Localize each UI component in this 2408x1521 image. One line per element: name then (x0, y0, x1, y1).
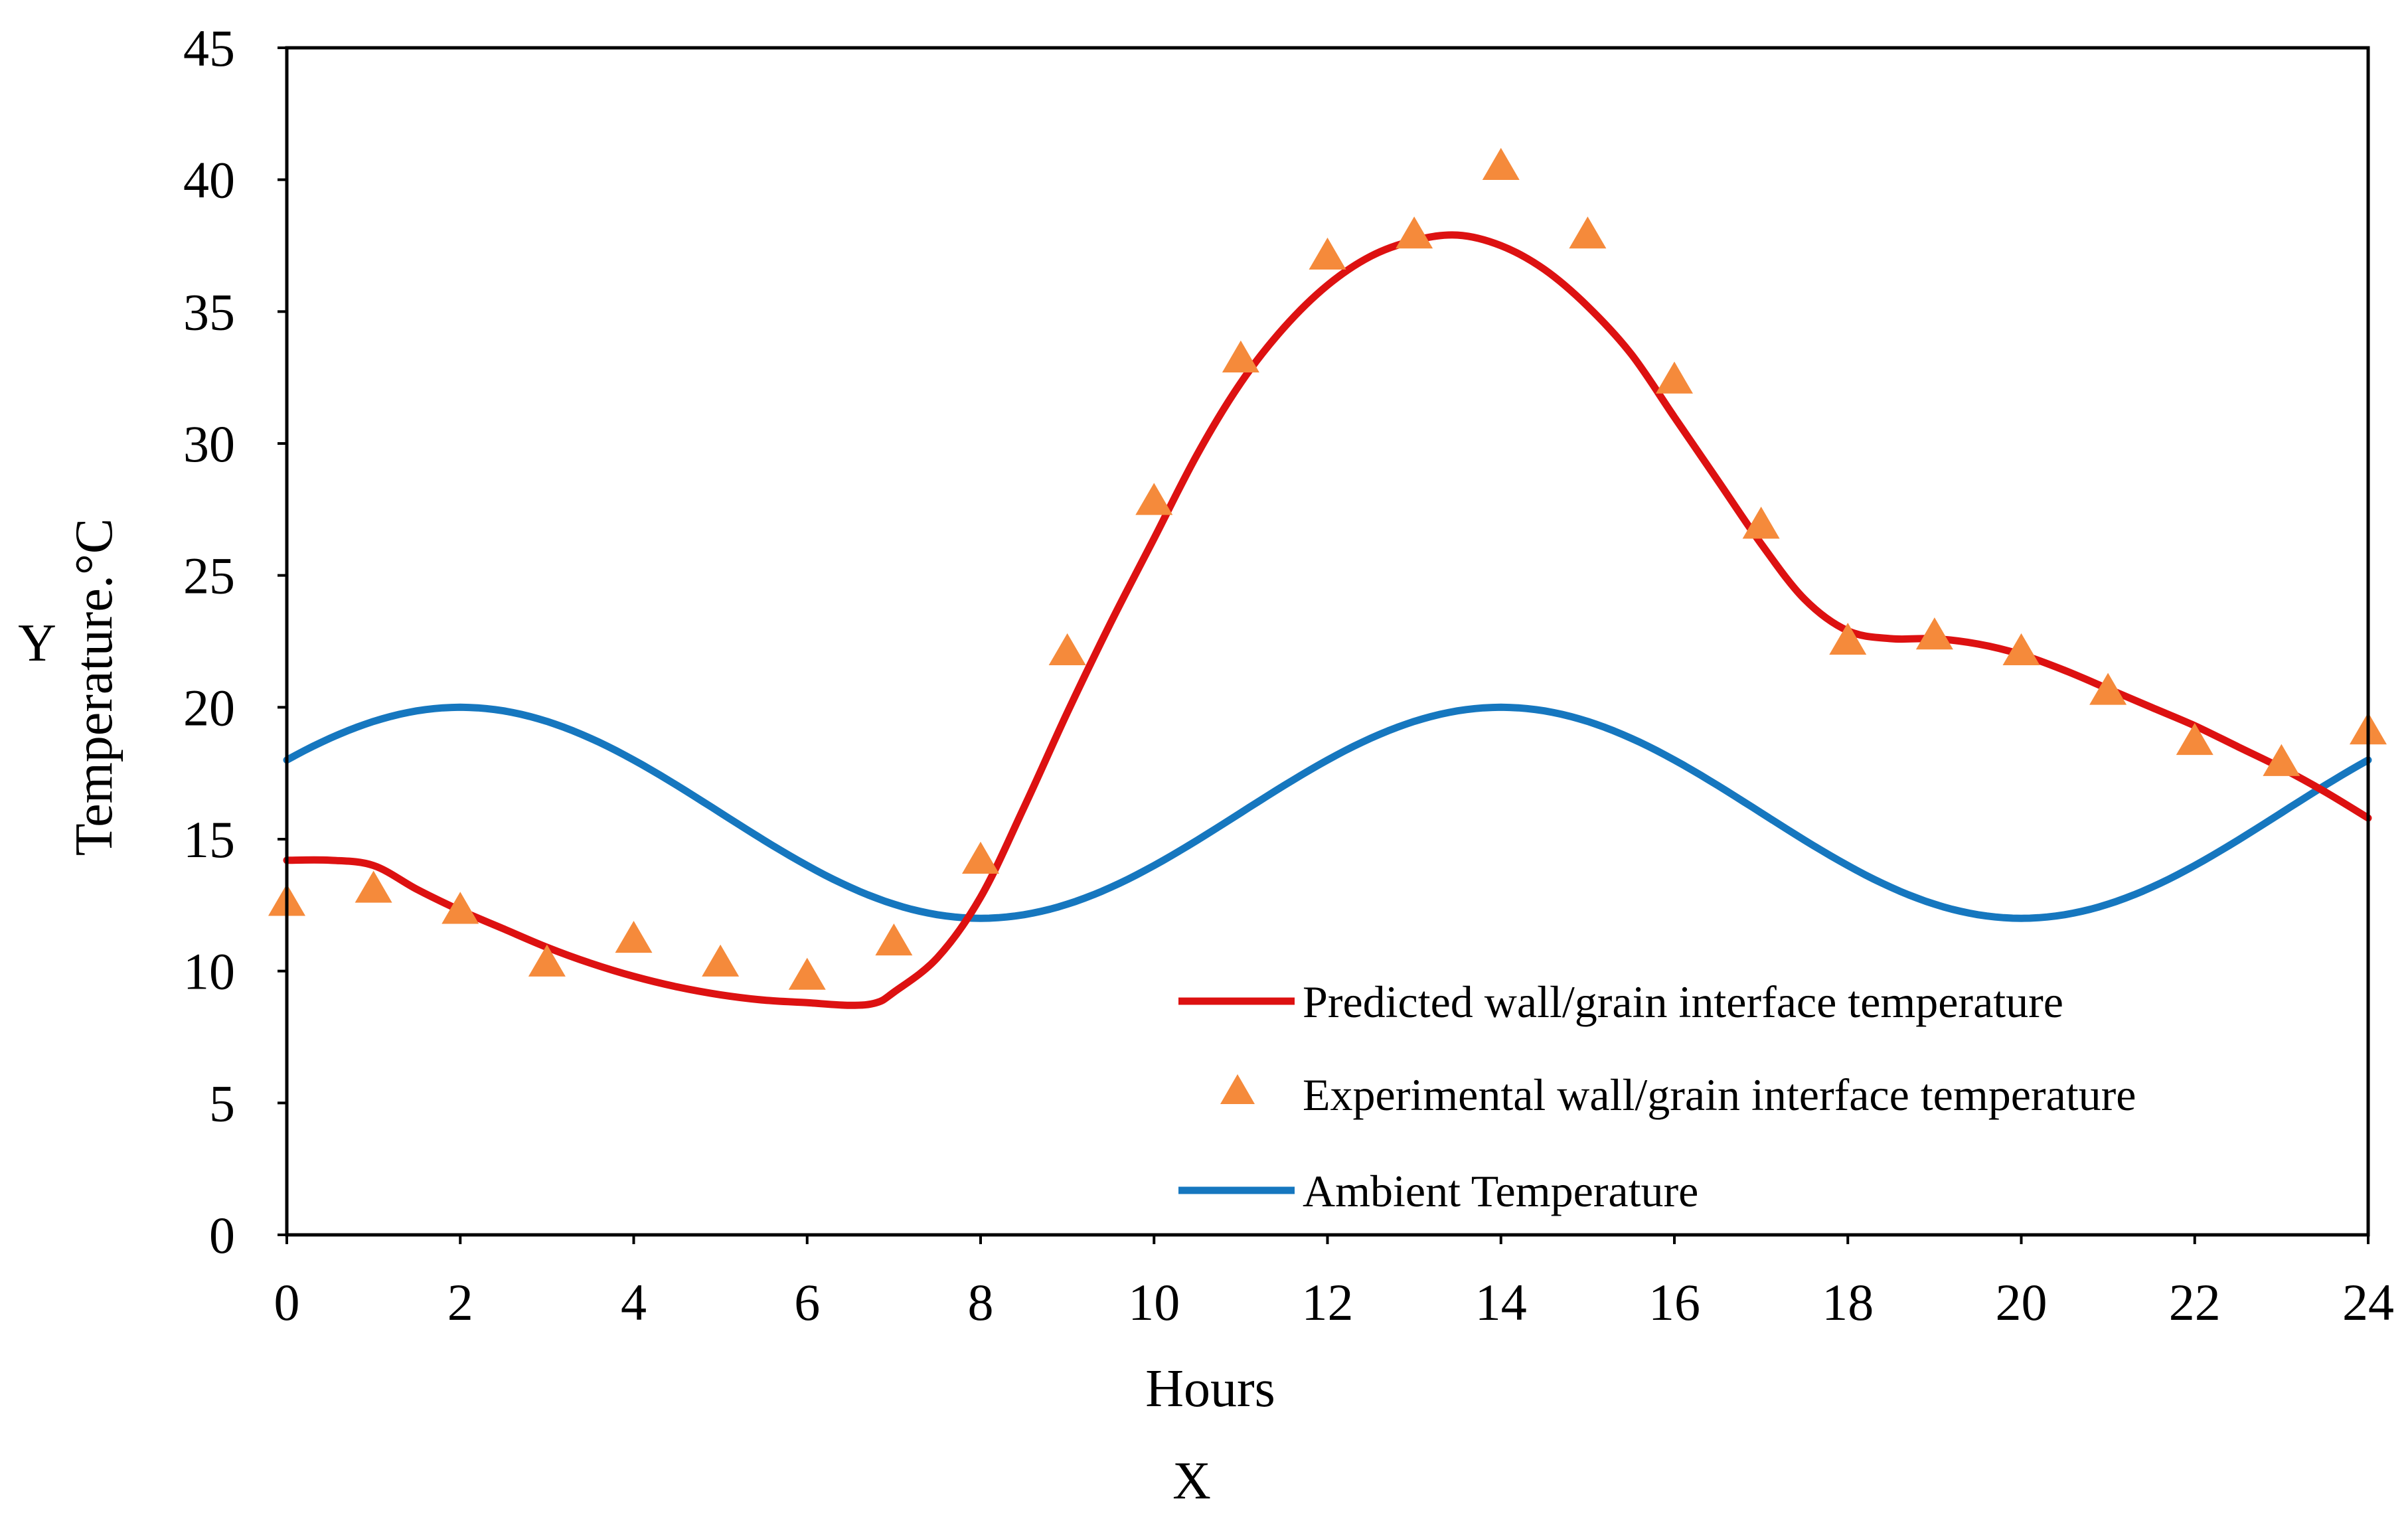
experimental-point (1742, 507, 1780, 539)
x-tick-label: 24 (2342, 1273, 2394, 1331)
experimental-point (615, 920, 653, 953)
experimental-point (1656, 361, 1693, 394)
experimental-point (2263, 744, 2300, 776)
x-tick-label: 16 (1648, 1273, 1700, 1331)
x-tick-label: 12 (1302, 1273, 1354, 1331)
y-tick-label: 5 (209, 1074, 235, 1132)
experimental-point (1396, 216, 1433, 249)
experimental-point (1915, 617, 1953, 650)
experimental-point (1569, 216, 1607, 249)
y-tick-label: 0 (209, 1206, 235, 1264)
experimental-point (441, 892, 479, 924)
x-tick-label: 20 (1996, 1273, 2047, 1331)
experimental-point (702, 944, 740, 977)
y-tick-label: 45 (183, 19, 235, 77)
series-line-ambient-temperature (283, 703, 2372, 922)
experimental-point (1309, 237, 1346, 270)
experimental-point (1048, 633, 1086, 666)
legend-label-predicted: Predicted wall/grain interface temperatu… (1303, 977, 2063, 1027)
x-tick-label: 22 (2169, 1273, 2221, 1331)
series-line-predicted-temperature (283, 231, 2372, 1009)
y-tick-label: 15 (183, 811, 235, 868)
x-tick-label: 14 (1475, 1273, 1527, 1331)
experimental-point (1482, 147, 1520, 180)
experimental-point (875, 923, 913, 956)
x-axis-ticks: 0 2 4 6 8 10 12 14 16 18 20 22 24 (274, 1235, 2394, 1331)
experimental-point (355, 870, 392, 903)
legend-label-experimental: Experimental wall/grain interface temper… (1303, 1070, 2136, 1120)
y-tick-label: 10 (183, 943, 235, 1001)
x-tick-label: 18 (1822, 1273, 1874, 1331)
y-tick-label: 35 (183, 283, 235, 341)
x-tick-label: 8 (968, 1273, 994, 1331)
experimental-point (1135, 483, 1173, 515)
plot-frame (285, 46, 2370, 1237)
series-layer (268, 147, 2387, 1009)
legend: Predicted wall/grain interface temperatu… (1178, 977, 2136, 1216)
y-tick-label: 20 (183, 679, 235, 736)
experimental-point (2176, 722, 2213, 756)
x-tick-label: 6 (794, 1273, 820, 1331)
y-axis-title: Temperature.°C (65, 519, 123, 856)
y-tick-label: 30 (183, 415, 235, 473)
legend-label-ambient: Ambient Temperature (1303, 1166, 1698, 1216)
experimental-point (2089, 673, 2127, 705)
x-axis-title: Hours (1145, 1360, 1275, 1418)
x-tick-label: 2 (447, 1273, 473, 1331)
x-tick-label: 10 (1128, 1273, 1180, 1331)
y-axis-letter: Y (18, 614, 56, 673)
legend-swatch-experimental (1220, 1074, 1255, 1104)
y-tick-label: 25 (183, 547, 235, 605)
x-axis-letter: X (1172, 1452, 1211, 1510)
experimental-point (528, 944, 566, 977)
y-tick-label: 40 (183, 151, 235, 209)
x-tick-label: 0 (274, 1273, 300, 1331)
experimental-point (1829, 623, 1867, 655)
experimental-point (788, 957, 826, 990)
x-tick-label: 4 (621, 1273, 647, 1331)
experimental-point (2002, 633, 2040, 666)
y-axis-ticks: 0 5 10 15 20 25 30 35 40 45 (183, 19, 287, 1264)
experimental-point (962, 841, 999, 874)
experimental-point (1222, 340, 1259, 373)
